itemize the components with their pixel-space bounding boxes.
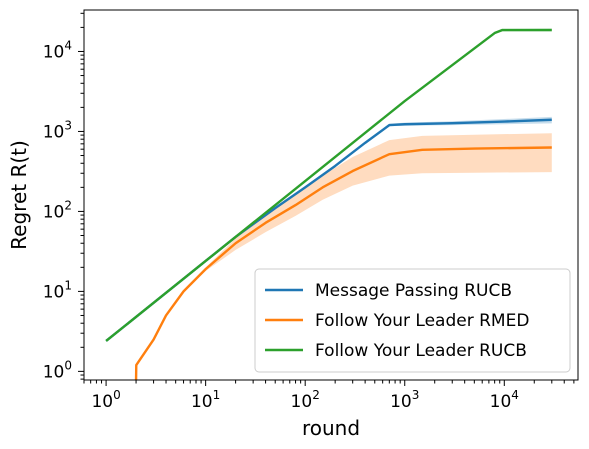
y-axis-label: Regret R(t): [7, 140, 31, 250]
y-tick-label: 100: [43, 358, 72, 382]
series-line-follow-your-leader-rucb: [105, 28, 552, 342]
y-tick-label: 104: [43, 38, 72, 62]
y-tick-label: 101: [43, 278, 72, 302]
legend-label: Follow Your Leader RMED: [315, 311, 529, 331]
y-axis-ticks: 100 101 102 103 104: [43, 12, 84, 382]
legend-label: Follow Your Leader RUCB: [315, 341, 527, 361]
y-tick-label: 102: [43, 198, 72, 222]
series-lines: [105, 28, 552, 380]
legend-box: [254, 268, 571, 373]
legend-label: Message Passing RUCB: [315, 281, 512, 301]
x-tick-label: 101: [191, 388, 220, 412]
plot-frame: [83, 9, 579, 381]
legend: Message Passing RUCB Follow Your Leader R…: [254, 268, 571, 373]
x-tick-label: 103: [390, 388, 419, 412]
x-tick-label: 102: [291, 388, 320, 412]
x-tick-label: 104: [490, 388, 519, 412]
series-line-follow-your-leader-rmed: [134, 146, 552, 380]
x-axis-label: round: [302, 416, 360, 440]
x-axis-ticks: 100 101 102 103 104: [83, 380, 575, 412]
x-tick-label: 100: [91, 388, 120, 412]
y-tick-label: 103: [43, 118, 72, 142]
